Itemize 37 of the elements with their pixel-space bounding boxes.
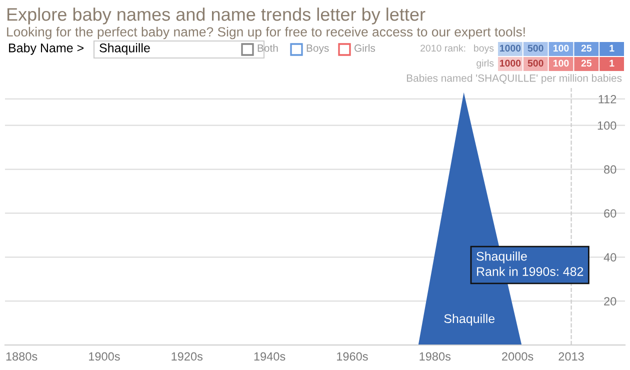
text: 1000 — [500, 44, 521, 52]
text: Baby Name > — [9, 43, 84, 55]
chart-subtitle: Looking for the perfect baby name? Sign up for free to receive access to our expert tools! — [7, 26, 525, 40]
text: 2010 rank: — [420, 44, 466, 52]
text: 1000 — [500, 60, 521, 67]
text: Shaquille — [100, 43, 150, 55]
x-tick-label: 1960s — [337, 352, 368, 361]
text: Both — [258, 44, 278, 52]
text: Boys — [306, 44, 329, 54]
x-tick-label: 1900s — [89, 352, 120, 361]
y-tick-label: 60 — [604, 209, 616, 218]
text: boys — [474, 44, 494, 54]
x-tick-label: 1940s — [254, 352, 286, 361]
x-tick-label: 1880s — [6, 352, 38, 361]
series-label: Shaquille — [444, 314, 495, 326]
text: 100 — [554, 60, 569, 67]
x-tick-label: 1980s — [420, 352, 451, 361]
text: 1 — [610, 60, 614, 67]
text: 25 — [581, 60, 592, 67]
y-tick-label: 20 — [604, 297, 616, 306]
text: 100 — [554, 44, 569, 52]
y-tick-label: 100 — [598, 121, 616, 130]
y-tick-label: 80 — [604, 165, 616, 174]
text: 1 — [610, 44, 614, 52]
text: girls — [476, 59, 494, 69]
y-tick-label: 112 — [598, 95, 616, 104]
chart-title: Explore baby names and name trends letter by letter — [7, 8, 426, 24]
x-tick-label: 2013 — [558, 352, 584, 361]
annotation: Shaquille Rank in 1990s: 482 — [476, 252, 584, 276]
text: Girls — [354, 44, 376, 52]
y-tick-label: 40 — [604, 253, 616, 262]
text: 500 — [528, 60, 544, 67]
text: 25 — [581, 44, 592, 52]
text: 500 — [528, 44, 544, 52]
x-tick-label: 1920s — [172, 352, 203, 361]
x-tick-label: 2000s — [502, 352, 534, 361]
y-axis-title: Babies named 'SHAQUILLE' per million babies — [406, 74, 622, 84]
